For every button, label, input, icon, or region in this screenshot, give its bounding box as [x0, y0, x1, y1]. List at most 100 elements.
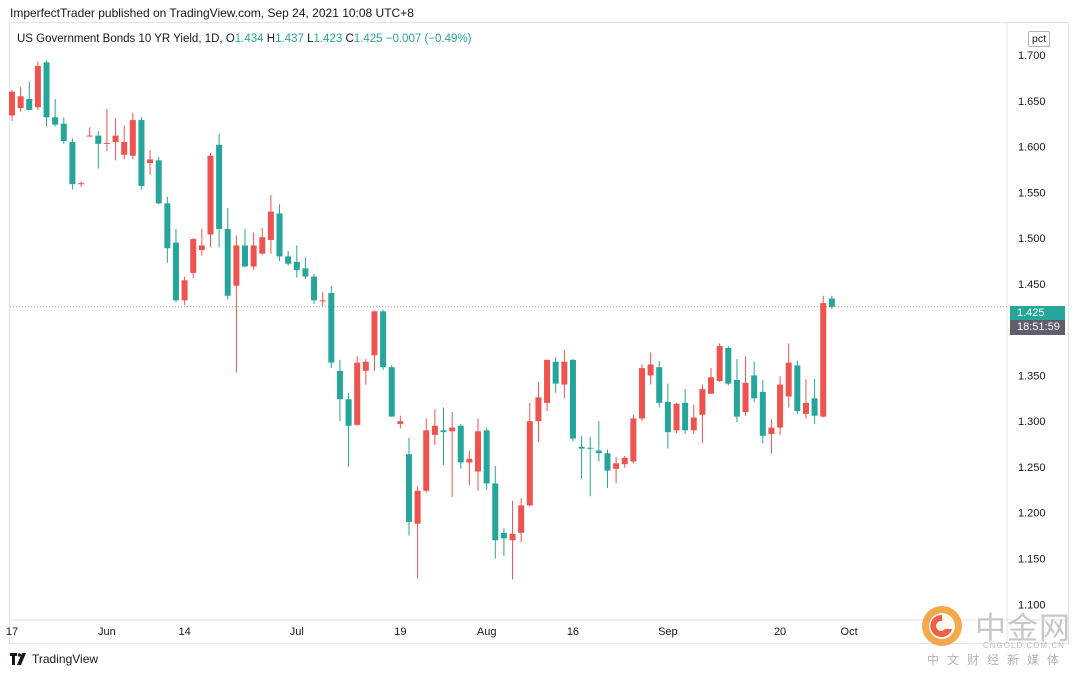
candle[interactable]: [207, 152, 214, 248]
candle[interactable]: [475, 418, 482, 491]
candle[interactable]: [26, 81, 33, 110]
candle[interactable]: [630, 414, 637, 464]
candle[interactable]: [60, 117, 67, 144]
candle[interactable]: [285, 250, 292, 266]
candle[interactable]: [466, 450, 473, 486]
candle[interactable]: [682, 389, 689, 435]
candle[interactable]: [733, 358, 740, 423]
candle[interactable]: [621, 455, 628, 468]
candle[interactable]: [794, 360, 801, 414]
candle[interactable]: [164, 196, 171, 263]
candle[interactable]: [319, 292, 326, 307]
candle[interactable]: [449, 412, 456, 498]
candle[interactable]: [673, 402, 680, 434]
candle[interactable]: [17, 87, 24, 112]
candle[interactable]: [147, 150, 154, 175]
candle[interactable]: [578, 435, 585, 479]
candle[interactable]: [708, 368, 715, 394]
candle[interactable]: [216, 133, 223, 248]
candle[interactable]: [811, 379, 818, 424]
candle[interactable]: [457, 423, 464, 469]
candle[interactable]: [198, 228, 205, 256]
candle[interactable]: [311, 273, 318, 305]
candle[interactable]: [699, 384, 706, 444]
candle[interactable]: [259, 228, 266, 255]
candle[interactable]: [172, 228, 179, 303]
candle[interactable]: [544, 359, 551, 412]
candle[interactable]: [52, 98, 59, 127]
candle[interactable]: [828, 295, 835, 309]
candle[interactable]: [690, 404, 697, 435]
candle[interactable]: [440, 407, 447, 466]
candle[interactable]: [656, 360, 663, 408]
candle[interactable]: [725, 346, 732, 386]
candle[interactable]: [397, 415, 404, 429]
candle[interactable]: [785, 343, 792, 408]
candle[interactable]: [95, 131, 102, 169]
candle[interactable]: [302, 257, 309, 280]
candle[interactable]: [354, 356, 361, 426]
candle[interactable]: [103, 109, 110, 152]
candle[interactable]: [250, 232, 257, 271]
candle[interactable]: [483, 427, 490, 490]
candle[interactable]: [78, 181, 85, 187]
candle[interactable]: [509, 500, 516, 580]
candle[interactable]: [742, 356, 749, 416]
candle[interactable]: [561, 349, 568, 399]
candle[interactable]: [276, 204, 283, 261]
candle[interactable]: [552, 357, 559, 393]
candle[interactable]: [69, 138, 76, 190]
candle[interactable]: [405, 437, 412, 536]
candle[interactable]: [414, 486, 421, 579]
candle[interactable]: [267, 195, 274, 254]
candle[interactable]: [181, 276, 188, 305]
candle[interactable]: [43, 60, 50, 127]
candle[interactable]: [293, 245, 300, 278]
candle[interactable]: [328, 285, 335, 369]
candle[interactable]: [664, 383, 671, 449]
candle[interactable]: [587, 436, 594, 497]
candle[interactable]: [380, 309, 387, 370]
candle[interactable]: [820, 295, 827, 418]
candle[interactable]: [751, 361, 758, 402]
candle[interactable]: [595, 421, 602, 462]
candle[interactable]: [9, 89, 15, 121]
candle[interactable]: [233, 235, 240, 373]
candle[interactable]: [500, 528, 507, 556]
candle[interactable]: [613, 456, 620, 484]
candle[interactable]: [716, 343, 723, 382]
candle[interactable]: [190, 238, 197, 279]
candle[interactable]: [155, 156, 162, 205]
candle[interactable]: [777, 376, 784, 435]
candle[interactable]: [518, 498, 525, 543]
candle[interactable]: [638, 364, 645, 422]
candle[interactable]: [371, 310, 378, 371]
candle[interactable]: [242, 228, 249, 268]
candle[interactable]: [138, 117, 145, 190]
candle[interactable]: [86, 127, 93, 137]
candle[interactable]: [492, 466, 499, 559]
candle[interactable]: [423, 418, 430, 493]
candle[interactable]: [388, 365, 395, 417]
candle[interactable]: [112, 118, 119, 161]
unit-badge[interactable]: pct: [1028, 31, 1051, 47]
candle[interactable]: [759, 380, 766, 444]
candle[interactable]: [768, 419, 775, 454]
candle[interactable]: [336, 359, 343, 422]
candle[interactable]: [34, 61, 41, 110]
tradingview-brand[interactable]: TradingView: [10, 652, 98, 666]
candle[interactable]: [345, 392, 352, 467]
candle[interactable]: [604, 449, 611, 489]
candle[interactable]: [535, 381, 542, 443]
candle[interactable]: [224, 207, 231, 300]
candle[interactable]: [569, 358, 576, 442]
candle[interactable]: [121, 125, 128, 160]
candle[interactable]: [802, 379, 809, 419]
chart-frame[interactable]: [9, 22, 1069, 644]
candle[interactable]: [647, 352, 654, 385]
candle[interactable]: [526, 402, 533, 507]
candle[interactable]: [362, 358, 369, 385]
candle[interactable]: [129, 112, 136, 160]
candle[interactable]: [431, 409, 438, 445]
